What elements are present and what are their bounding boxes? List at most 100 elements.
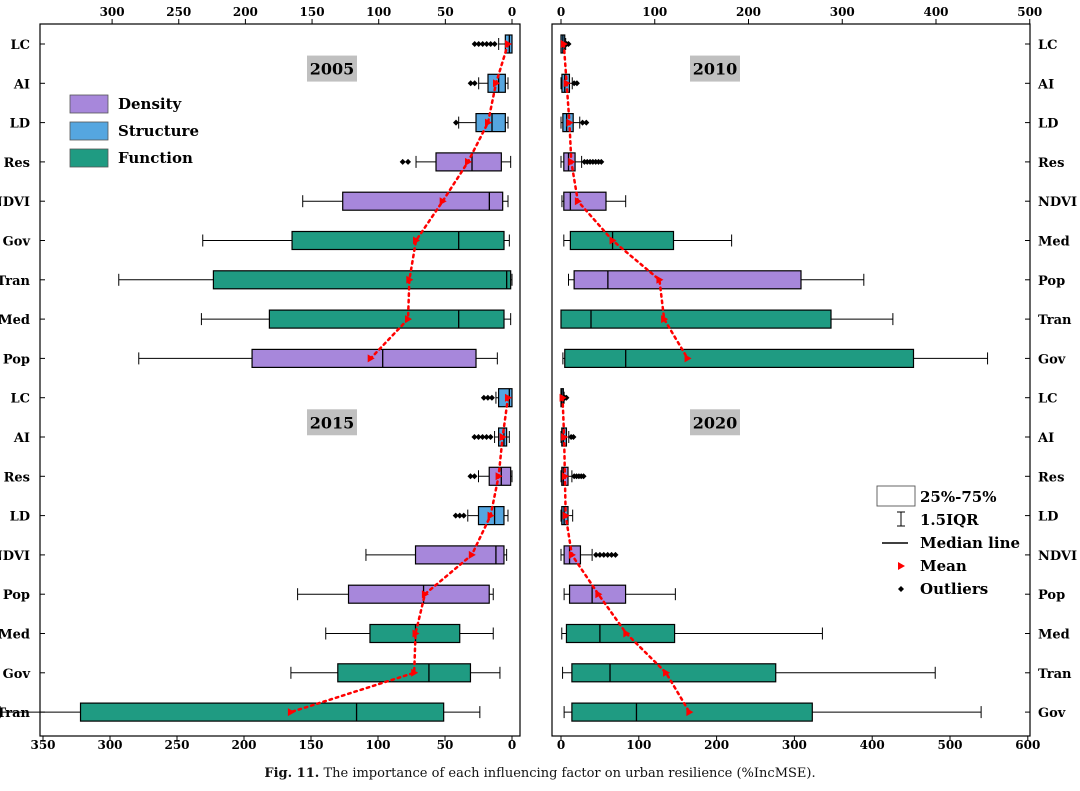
factor-label: Med xyxy=(0,628,30,643)
iqr-box xyxy=(291,230,505,251)
factor-label: AI xyxy=(1037,77,1054,92)
outlier-point xyxy=(399,158,406,165)
mean-marker xyxy=(561,472,569,481)
factor-Gov: Gov xyxy=(562,348,1066,368)
mean-marker xyxy=(412,629,420,638)
factor-Med: Med xyxy=(0,309,512,329)
x-tick-label: 100 xyxy=(366,5,391,19)
mean-marker xyxy=(574,197,582,206)
factor-LC: LC xyxy=(560,34,1058,54)
factor-LD: LD xyxy=(560,112,1058,133)
iqr-box xyxy=(337,663,472,683)
x-tick-label: 50 xyxy=(437,738,454,752)
factor-AI: AI xyxy=(560,427,1054,447)
mean-marker xyxy=(495,472,503,481)
iqr-box xyxy=(268,309,505,329)
outlier-point xyxy=(573,80,580,87)
outlier-point xyxy=(600,551,607,558)
mean-marker xyxy=(465,157,473,166)
factor-AI: AI xyxy=(13,73,509,93)
mean-marker xyxy=(559,393,567,402)
factor-Tran: Tran xyxy=(0,270,513,290)
x-tick-label: 100 xyxy=(642,5,667,19)
mean-marker xyxy=(661,315,669,324)
legend-swatch-Density xyxy=(69,94,109,114)
mean-marker xyxy=(411,668,419,677)
iqr-box xyxy=(573,270,802,290)
outlier-point xyxy=(483,41,490,47)
factor-label: AI xyxy=(13,77,30,92)
x-tick-label: 0 xyxy=(557,5,565,19)
outlier-point xyxy=(583,119,590,126)
x-tick-label: 0 xyxy=(557,738,565,752)
factor-LC: LC xyxy=(560,388,1058,408)
factor-label: Res xyxy=(4,470,30,485)
factor-LD: LD xyxy=(560,506,1058,526)
outlier-point xyxy=(565,41,572,47)
factor-label: Gov xyxy=(1038,706,1066,721)
factor-Gov: Gov xyxy=(563,702,1066,722)
mean-marker xyxy=(609,236,617,245)
factor-LC: LC xyxy=(11,388,513,408)
outlier-point xyxy=(405,158,412,165)
factor-label: NDVI xyxy=(0,195,30,210)
mean-marker xyxy=(568,550,576,559)
panel-2015: 350 300 250 200 150 100 50 0 LC AI Res LD NDVI Pop Med… xyxy=(0,388,516,752)
mean-marker xyxy=(505,40,513,48)
x-tick-label: 0 xyxy=(508,738,516,752)
factor-label: Med xyxy=(1038,628,1070,643)
factor-label: NDVI xyxy=(0,549,30,564)
outlier-point xyxy=(460,512,467,519)
factor-label: Med xyxy=(1038,235,1070,250)
panel-title: 2020 xyxy=(693,413,738,432)
outlier-point xyxy=(612,551,619,558)
x-tick-label: 500 xyxy=(937,738,962,752)
outlier-point xyxy=(488,394,495,401)
factor-Res: Res xyxy=(560,466,1064,486)
factor-label: Med xyxy=(0,313,30,328)
x-tick-label: 600 xyxy=(1015,738,1040,752)
factor-AI: AI xyxy=(13,427,510,447)
outlier-point xyxy=(471,434,478,440)
factor-label: Pop xyxy=(1038,274,1065,289)
x-tick-label: 250 xyxy=(166,5,191,19)
factor-NDVI: NDVI xyxy=(0,545,508,565)
outlier-point xyxy=(604,551,611,558)
factor-label: LD xyxy=(1038,117,1058,132)
mean-marker xyxy=(686,708,694,717)
panel-title: 2005 xyxy=(310,60,355,79)
x-tick-label: 300 xyxy=(782,738,807,752)
factor-label: Res xyxy=(4,156,30,171)
factor-label: LD xyxy=(1038,510,1058,525)
x-tick-label: 250 xyxy=(164,738,189,752)
legend-label-mean: Mean xyxy=(920,557,967,575)
x-tick-label: 300 xyxy=(100,5,125,19)
mean-marker xyxy=(504,393,512,402)
mean-marker xyxy=(287,708,295,717)
mean-marker xyxy=(563,79,571,88)
factor-Res: Res xyxy=(4,466,513,486)
x-tick-label: 350 xyxy=(30,738,55,752)
legend-label-iqr-box: 25%-75% xyxy=(920,488,996,506)
factor-label: LC xyxy=(1038,392,1058,407)
outlier-point xyxy=(608,551,615,558)
outlier-point xyxy=(453,119,460,126)
iqr-box xyxy=(251,348,477,368)
outlier-point xyxy=(479,41,486,47)
factor-label: Tran xyxy=(1038,667,1072,682)
factor-Med: Med xyxy=(561,623,1070,644)
iqr-box xyxy=(342,191,504,211)
panel-title-box xyxy=(690,409,740,436)
mean-marker xyxy=(367,354,375,363)
panel-title: 2010 xyxy=(693,60,738,79)
factor-label: Tran xyxy=(1038,313,1072,328)
outlier-point xyxy=(491,41,498,47)
factor-Tran: Tran xyxy=(560,309,1072,329)
outlier-point xyxy=(452,512,459,519)
legend-label-median: Median line xyxy=(920,534,1020,552)
factor-label: Gov xyxy=(3,235,31,250)
legend-iqr-box xyxy=(876,485,916,507)
figure-11-boxplots: 300250200150100500LCAILDResNDVIGovTranMe… xyxy=(0,5,1077,752)
mean-marker xyxy=(684,354,692,363)
x-tick-label: 50 xyxy=(437,5,454,19)
